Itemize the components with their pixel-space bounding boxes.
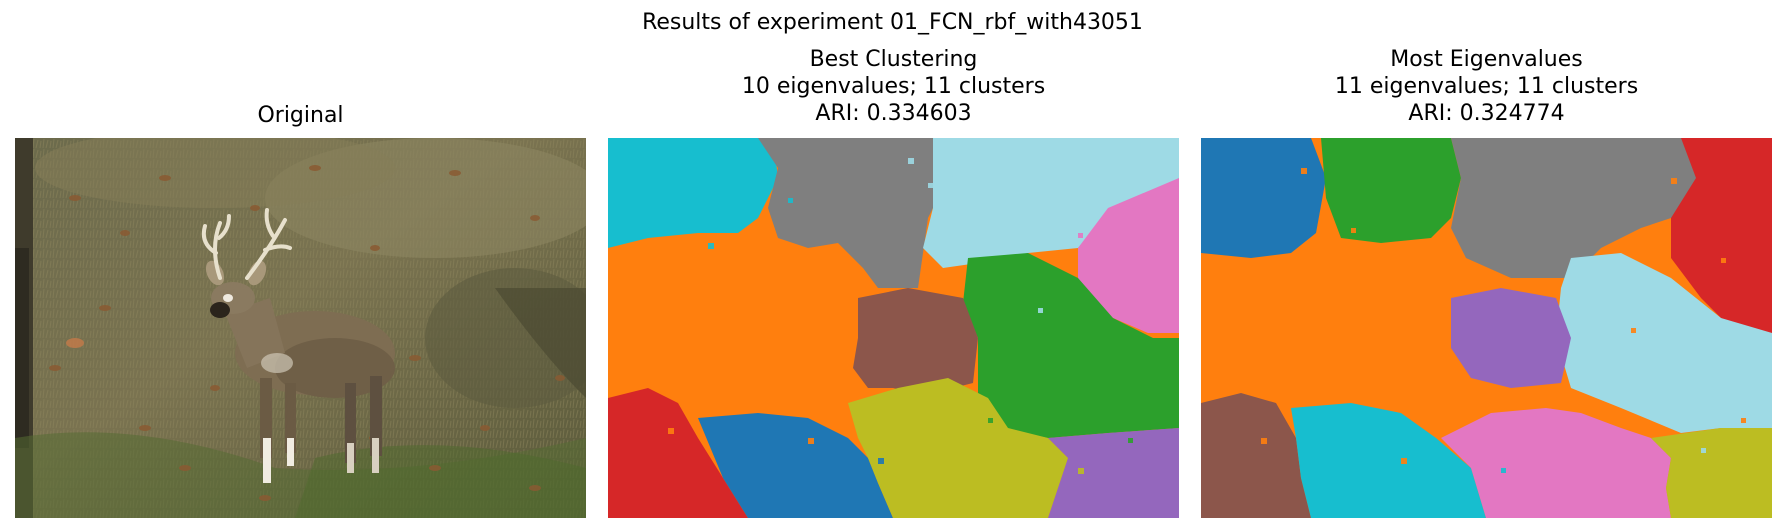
cluster-green [1321, 138, 1461, 243]
cluster-red [608, 388, 748, 518]
panel-title-best-line-3: ARI: 0.334603 [815, 101, 972, 126]
cluster-purple [1451, 288, 1571, 388]
panel-title-best: Best Clustering 10 eigenvalues; 11 clust… [608, 46, 1179, 127]
cluster-olive [1651, 428, 1772, 518]
cluster-red [1671, 138, 1772, 333]
cluster-brown [853, 288, 978, 393]
panel-title-best-line-1: Best Clustering [809, 47, 978, 72]
cluster-gray [1451, 138, 1701, 278]
cluster-pink [1078, 178, 1179, 333]
best-clustering-segmentation [608, 138, 1179, 518]
cluster-blue [698, 413, 893, 518]
panel-title-most: Most Eigenvalues 11 eigenvalues; 11 clus… [1201, 46, 1772, 127]
cluster-lightcyan [923, 138, 1179, 268]
cluster-blue [1201, 138, 1326, 258]
cluster-olive [848, 378, 1068, 518]
panel-title-most-line-1: Most Eigenvalues [1390, 47, 1583, 72]
cluster-lightcyan [1556, 253, 1772, 433]
panel-title-original: Original [15, 102, 586, 129]
panel-title-most-line-3: ARI: 0.324774 [1408, 101, 1565, 126]
original-image [15, 138, 586, 518]
cluster-gray [758, 138, 943, 288]
most-eigenvalues-map [1201, 138, 1772, 518]
best-clustering-map [608, 138, 1179, 518]
cluster-pink [1441, 408, 1671, 518]
most-eigenvalues-segmentation [1201, 138, 1772, 518]
panel-title-best-line-2: 10 eigenvalues; 11 clusters [741, 74, 1046, 99]
panel-title-most-line-2: 11 eigenvalues; 11 clusters [1334, 74, 1639, 99]
cluster-cyan [1291, 403, 1486, 518]
deer-photo [15, 138, 586, 518]
cluster-brown [1201, 393, 1311, 518]
figure-suptitle: Results of experiment 01_FCN_rbf_with430… [642, 10, 1143, 35]
cluster-purple [1048, 428, 1179, 518]
panel-title-original-line: Original [257, 103, 344, 128]
cluster-cyan [608, 138, 778, 248]
deer-figure [201, 208, 395, 483]
cluster-green [963, 253, 1179, 438]
